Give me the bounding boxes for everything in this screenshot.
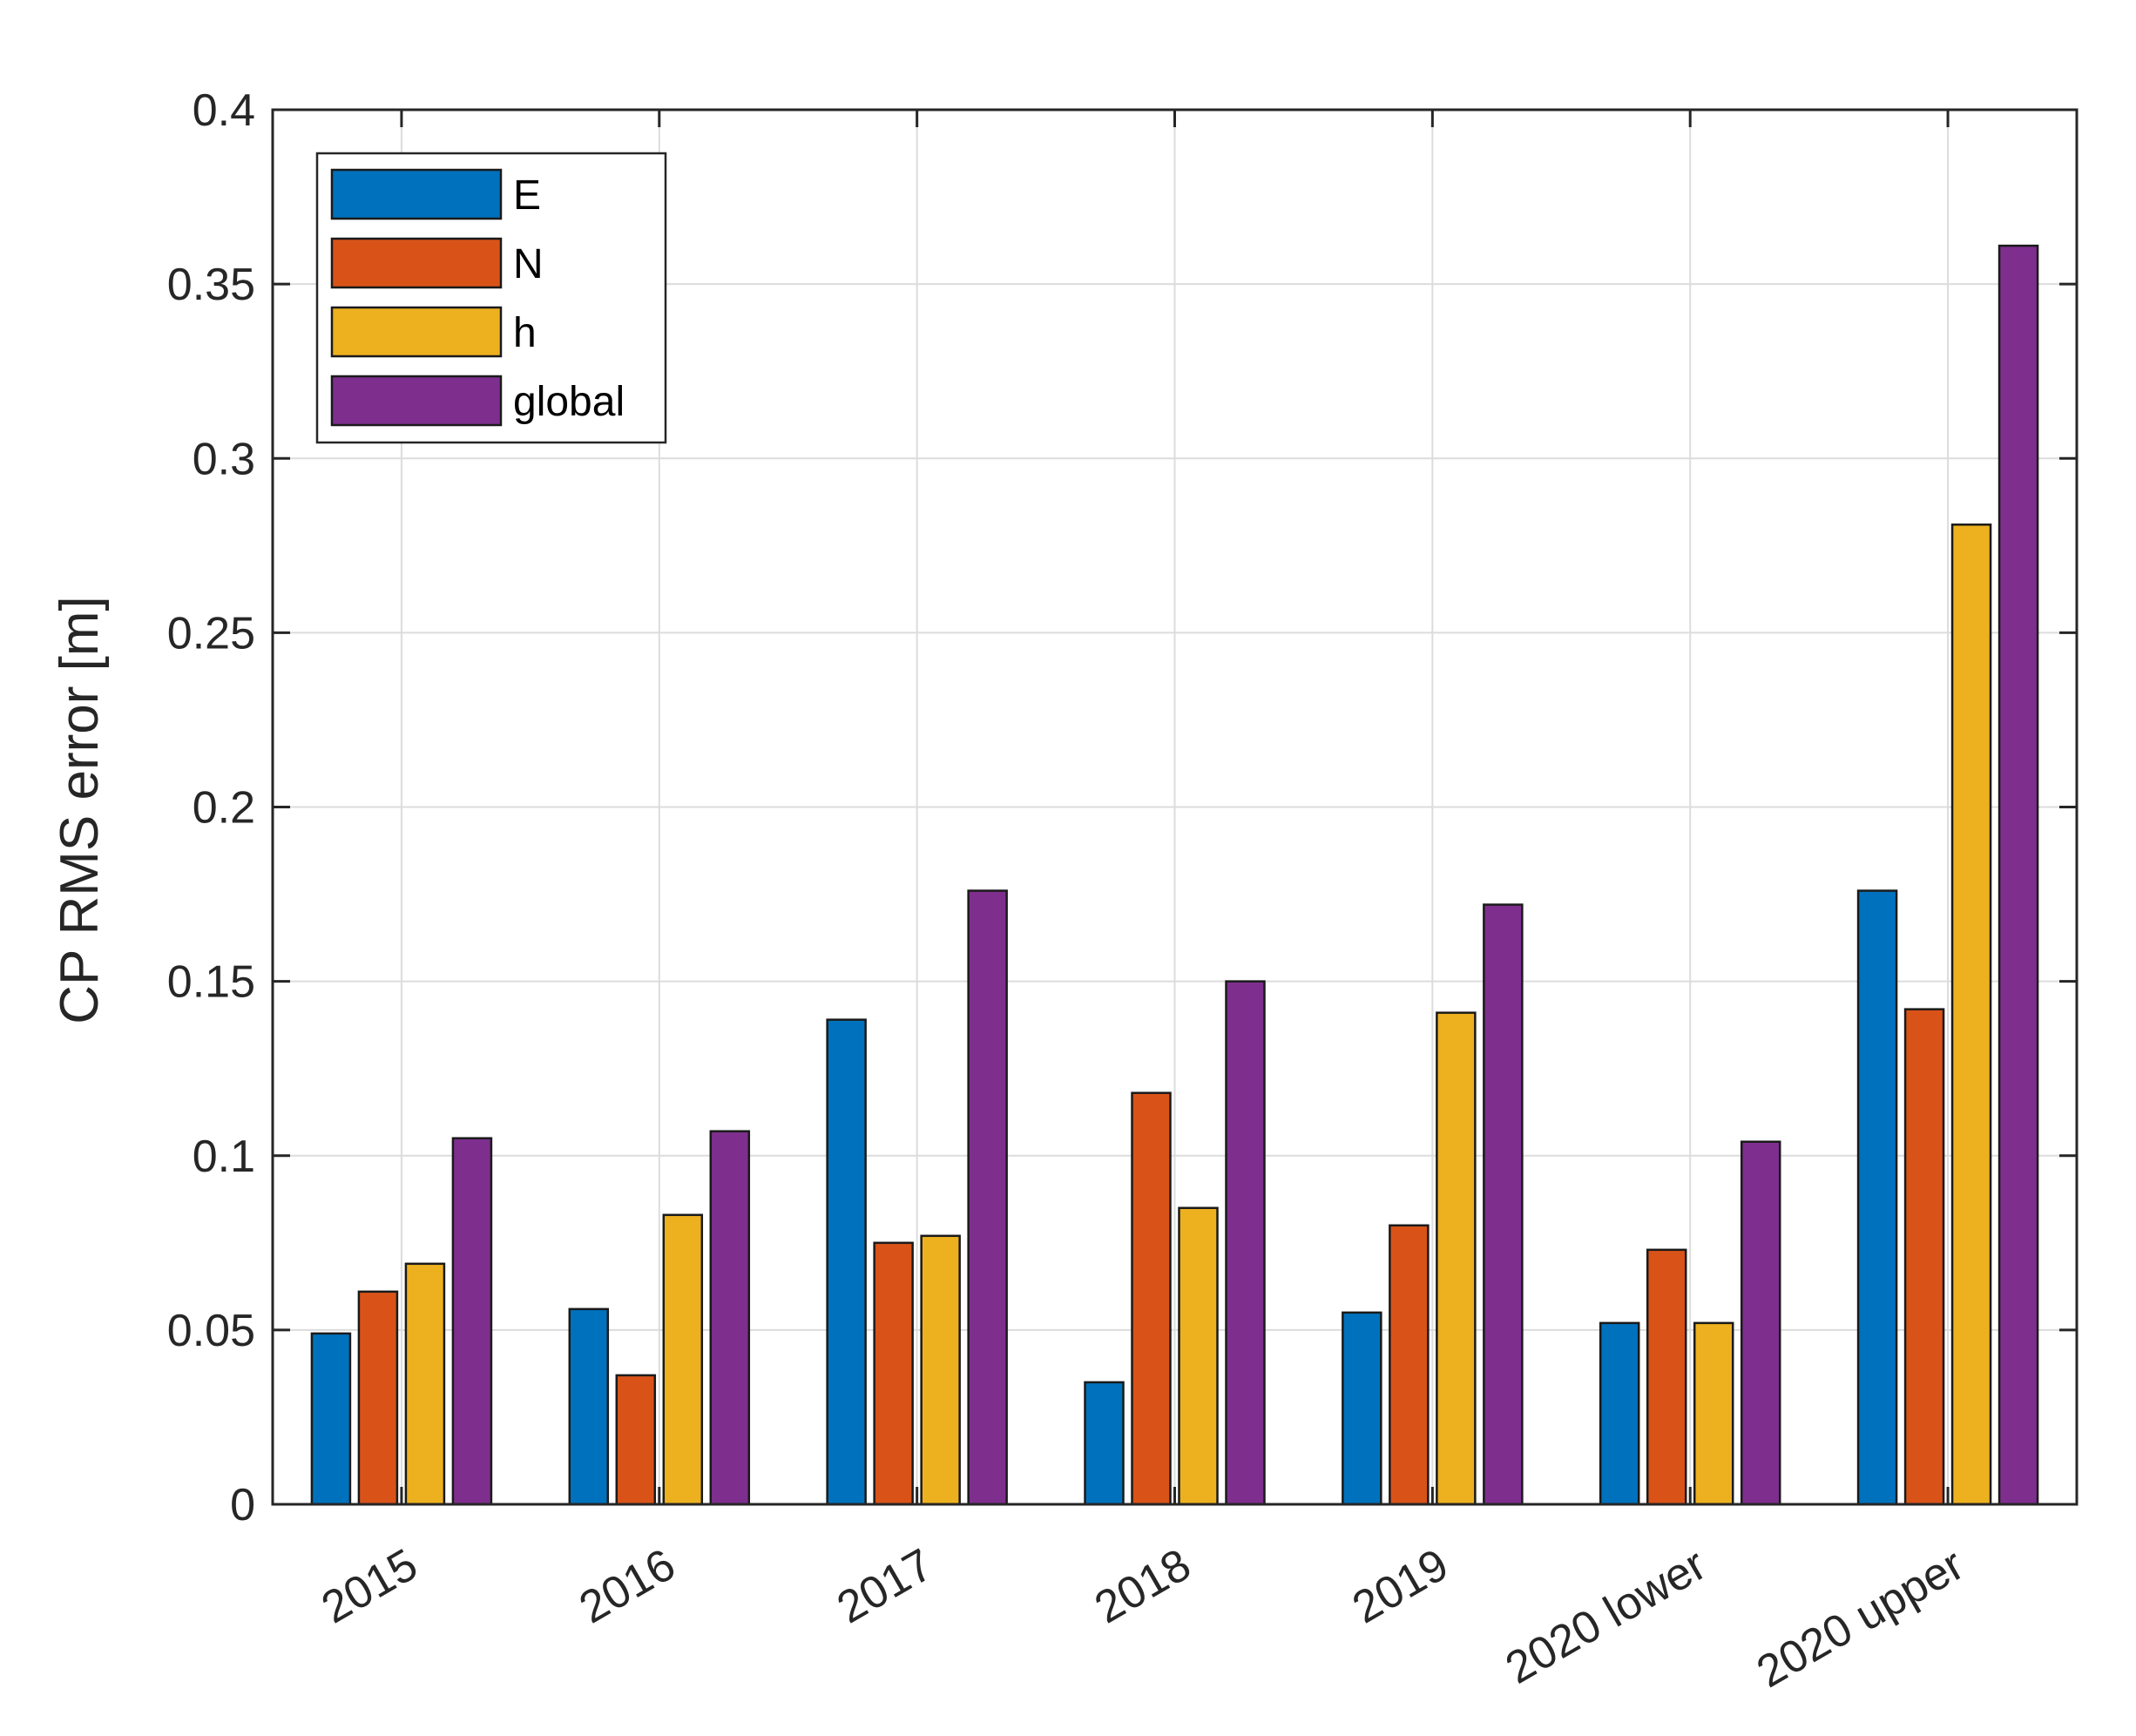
legend-label-h: h [513,310,537,356]
legend-label-E: E [513,172,541,219]
bar-global-2015 [451,1137,493,1506]
bar-h-2017 [920,1234,961,1506]
bar-E-2020-upper [1856,889,1898,1506]
legend-label-N: N [513,241,544,287]
y-tick-label: 0 [230,1480,255,1530]
y-tick-label: 0.1 [193,1131,255,1182]
y-axis-label: CP RMS error [m] [50,596,110,1023]
bars [310,244,2039,1506]
bar-N-2020-lower [1646,1248,1687,1506]
bar-h-2016 [662,1213,704,1506]
legend[interactable]: ENh global [315,152,667,444]
y-tick-label: 0.25 [167,608,255,659]
bar-h-2020-upper [1950,524,1992,1506]
y-tick-label: 0.35 [167,260,255,310]
y-tick-label: 0.05 [167,1306,255,1356]
y-tick-label: 0.2 [193,783,255,834]
bar-N-2017 [873,1241,914,1506]
y-tick-label: 0.4 [193,85,255,136]
bar-global-2017 [967,889,1008,1506]
bar-N-2015 [357,1290,399,1506]
legend-swatch-E [330,168,503,220]
bar-E-2018 [1084,1381,1125,1506]
legend-swatch-global [330,375,503,427]
bar-E-2015 [310,1332,352,1506]
bar-N-2016 [615,1374,657,1506]
bar-h-2015 [404,1262,446,1506]
bar-global-2016 [709,1130,751,1506]
bar-h-2020-lower [1693,1321,1734,1506]
legend-swatch-N [330,237,503,289]
y-tick-label: 0.3 [193,434,255,484]
legend-swatch-h [330,306,503,358]
bar-global-2020-upper [1997,244,2039,1506]
bar-E-2019 [1342,1311,1382,1506]
bar-E-2017 [826,1018,867,1506]
bar-h-2019 [1436,1011,1477,1506]
legend-label-global: global [513,379,625,425]
axes [271,108,2079,1506]
bar-N-2019 [1389,1224,1430,1506]
bar-global-2018 [1225,980,1266,1506]
bar-E-2016 [568,1307,610,1506]
bar-N-2018 [1131,1091,1172,1506]
bar-N-2020-upper [1903,1008,1945,1506]
bar-E-2020-lower [1599,1321,1640,1506]
bar-global-2019 [1483,903,1524,1506]
bar-h-2018 [1178,1206,1219,1506]
bar-global-2020-lower [1740,1140,1781,1506]
y-tick-label: 0.15 [167,957,255,1008]
